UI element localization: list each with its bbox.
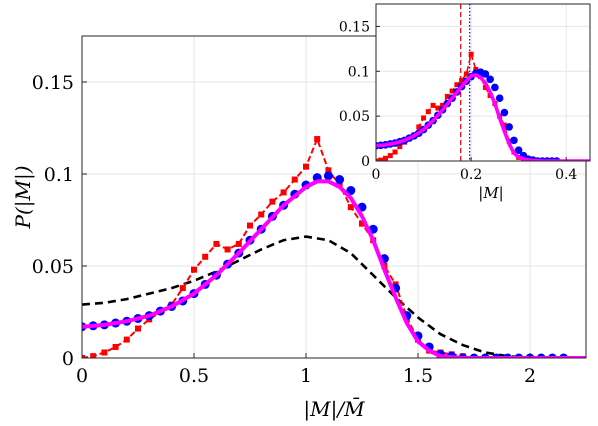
- inset-series-2-marker-18: [459, 77, 465, 83]
- inset-series-2-marker-13: [435, 105, 441, 111]
- main-series-1-marker-24: [346, 186, 356, 196]
- inset-series-2-marker-20: [468, 51, 474, 57]
- inset-series-1-marker-27: [500, 108, 509, 117]
- main-series-2-marker-0: [82, 355, 85, 358]
- inset-y-tick-label-1: 0.05: [339, 109, 370, 125]
- inset-series-2-marker-16: [449, 88, 455, 94]
- inset-x-tick-label-0: 0: [372, 167, 381, 183]
- main-x-tick-label-2: 1: [300, 365, 312, 387]
- main-series-2-marker-1: [90, 353, 97, 358]
- inset-series-2-marker-12: [430, 102, 436, 108]
- inset-series-2-marker-23: [482, 84, 488, 90]
- inset-series-2-marker-9: [416, 124, 422, 130]
- main-series-2-marker-24: [347, 204, 354, 211]
- main-series-2-marker-18: [280, 189, 287, 196]
- main-series-2-marker-13: [224, 246, 231, 253]
- main-series-2-marker-10: [191, 266, 197, 273]
- main-x-axis-label: |M|/M̄: [303, 396, 365, 422]
- main-series-2-marker-20: [303, 163, 309, 170]
- main-plot-frame: [81, 35, 587, 359]
- inset-y-tick-label-3: 0.15: [339, 19, 370, 35]
- inset-plot-area: [376, 4, 590, 161]
- main-series: [82, 136, 586, 358]
- inset-chart: 0 0.2 0.4 0 0.05 0.1 0.15 |M|: [339, 3, 591, 202]
- main-series-2-marker-2: [101, 349, 108, 356]
- main-series-2-marker-16: [258, 211, 265, 218]
- main-y-tick-label-3: 0.15: [32, 72, 74, 94]
- main-ticks: 0 0.5 1 1.5 2 0 0.05 0.1 0.15: [32, 72, 536, 387]
- inset-series-2-marker-10: [421, 115, 427, 121]
- inset-series-2-marker-11: [425, 109, 431, 115]
- main-series-2-marker-15: [247, 222, 253, 229]
- main-plot-area: [82, 136, 586, 358]
- main-series-0-overlay: [82, 180, 586, 358]
- main-x-tick-label-4: 2: [524, 365, 536, 387]
- main-series-3-line: [82, 235, 531, 358]
- main-series-2-marker-4: [123, 336, 130, 343]
- main-x-tick-label-0: 0: [76, 365, 88, 387]
- main-series-2-marker-14: [235, 240, 242, 247]
- main-series-2-marker-17: [269, 198, 276, 205]
- inset-series-1-marker-29: [510, 136, 518, 145]
- inset-y-tick-label-2: 0.1: [348, 64, 370, 80]
- inset-series-2-marker-19: [463, 71, 469, 77]
- main-series-2-marker-22: [325, 167, 332, 174]
- inset-series-2-marker-27: [501, 122, 507, 128]
- main-series-1-marker-22: [323, 171, 333, 181]
- main-x-tick-label-1: 0.5: [179, 365, 209, 387]
- inset-series-2-marker-14: [440, 102, 446, 108]
- inset-x-tick-label-2: 0.4: [555, 167, 577, 183]
- inset-series-2-marker-4: [392, 149, 398, 155]
- inset-series-2-marker-3: [387, 153, 393, 159]
- main-y-axis-label: P(|M|): [11, 165, 36, 229]
- inset-series-2-marker-2: [383, 155, 389, 161]
- inset-x-tick-label-1: 0.2: [460, 167, 482, 183]
- inset-series-1-marker-30: [514, 146, 523, 155]
- inset-series-2-marker-0: [376, 158, 379, 161]
- inset-series-1-marker-28: [505, 123, 513, 131]
- inset-series-2-marker-5: [397, 144, 403, 150]
- main-series-1-marker-23: [335, 175, 345, 185]
- main-y-tick-label-0: 0: [62, 348, 74, 370]
- main-series-2-marker-25: [359, 220, 365, 227]
- main-y-tick-label-2: 0.1: [44, 164, 74, 186]
- inset-series-2-marker-15: [444, 93, 450, 99]
- inset-series-1-marker-26: [495, 94, 504, 102]
- inset-series-0-overlay: [376, 73, 590, 161]
- main-series-2-marker-12: [213, 240, 220, 247]
- inset-series-1-marker-24: [486, 75, 494, 84]
- inset-y-tick-label-0: 0: [361, 154, 370, 170]
- inset-series-2-marker-1: [378, 157, 384, 161]
- inset-series-2-marker-17: [454, 82, 460, 88]
- main-series-2-marker-3: [112, 343, 119, 350]
- inset-x-axis-label: |M|: [478, 184, 503, 202]
- main-series-2-marker-21: [314, 136, 321, 143]
- inset-series-1-marker-23: [481, 70, 490, 78]
- main-series-2-marker-9: [179, 285, 186, 292]
- main-y-tick-label-1: 0.05: [32, 256, 74, 278]
- inset-series-1-marker-25: [491, 83, 499, 92]
- inset-ticks: 0 0.2 0.4 0 0.05 0.1 0.15: [339, 19, 578, 183]
- main-x-tick-label-3: 1.5: [403, 365, 433, 387]
- inset-series: [376, 4, 590, 161]
- main-chart: 0 0.5 1 1.5 2 0 0.05 0.1 0.15 |M|/M̄ P(|M|): [11, 35, 587, 422]
- main-series-2-marker-11: [202, 253, 209, 260]
- main-series-2-marker-5: [135, 325, 141, 332]
- inset-plot-frame: [375, 3, 591, 162]
- main-series-2-marker-19: [291, 176, 298, 183]
